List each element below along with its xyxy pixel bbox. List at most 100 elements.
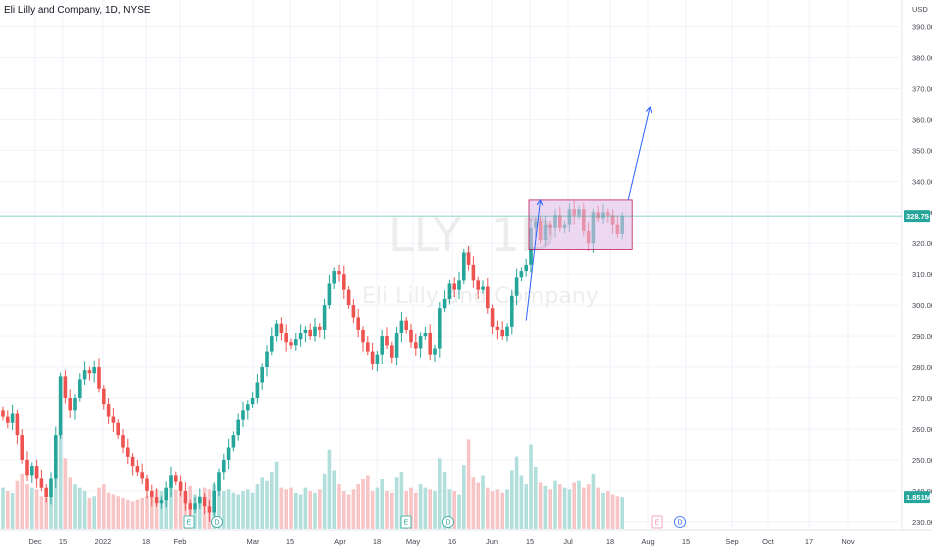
earnings-marker xyxy=(400,515,412,529)
price-scale[interactable]: 230.00240.00250.00260.00270.00280.00290.… xyxy=(0,0,932,530)
candle-body xyxy=(183,490,188,504)
candle-body xyxy=(246,404,250,411)
candle-body xyxy=(87,370,92,374)
candle-body xyxy=(198,497,202,504)
volume-bar xyxy=(68,477,72,529)
candle-body xyxy=(438,308,442,349)
volume-bar xyxy=(111,494,116,529)
dividend-marker-label: D xyxy=(445,520,450,527)
volume-bar xyxy=(63,458,68,529)
volume-bar xyxy=(370,491,375,529)
volume-bar xyxy=(30,487,34,529)
candle-body xyxy=(361,329,365,343)
volume-bar xyxy=(6,491,10,529)
candle-body xyxy=(289,342,293,346)
volume-bar xyxy=(270,472,274,529)
volume-bar xyxy=(222,491,226,529)
candle-body xyxy=(490,308,495,327)
candle-body xyxy=(140,472,144,479)
candle-body xyxy=(356,317,360,330)
time-tick-label: Mar xyxy=(247,537,260,546)
candle-body xyxy=(102,388,106,405)
candle-body xyxy=(20,435,24,460)
volume-bar xyxy=(198,496,202,529)
volume-bar xyxy=(414,492,418,529)
time-axis[interactable]: Dec 15 2022 18 Feb Mar 15 Apr 18 May 16 Jun 15 Jul 18 A… xyxy=(0,515,932,546)
volume-bar xyxy=(279,487,284,529)
candle-body xyxy=(126,447,130,457)
candle-body xyxy=(159,500,164,504)
volume-bar xyxy=(366,475,370,529)
volume-bar xyxy=(308,491,312,529)
volume-bar xyxy=(126,499,130,529)
volume-bar xyxy=(361,479,365,529)
volume-bar xyxy=(495,489,500,529)
volume-tag xyxy=(904,491,930,504)
candle-body xyxy=(97,367,101,389)
candle-body xyxy=(471,264,476,281)
volume-bar xyxy=(342,491,346,529)
volume-bar xyxy=(433,491,437,529)
candle-body xyxy=(366,342,370,352)
candle-body xyxy=(1,410,5,417)
volume-bar xyxy=(34,489,39,529)
pattern-annotations[interactable] xyxy=(525,106,653,321)
volume-bar xyxy=(577,480,581,529)
price-tick-label: 250.00 xyxy=(912,456,932,465)
volume-bar xyxy=(567,489,572,529)
candle-body xyxy=(68,398,72,411)
price-tick-label: 350.00 xyxy=(912,146,932,155)
earnings-marker xyxy=(651,515,663,529)
volume-bar xyxy=(606,491,610,529)
volume-bars xyxy=(1,429,624,529)
volume-bar xyxy=(466,439,471,529)
candle-body xyxy=(226,447,231,460)
volume-bar xyxy=(390,492,394,529)
time-tick-label: 15 xyxy=(59,537,67,546)
volume-bar xyxy=(418,484,423,529)
volume-bar xyxy=(476,482,480,529)
candle-body xyxy=(6,416,10,423)
price-tick-label: 320.00 xyxy=(912,239,932,248)
candle-body xyxy=(270,336,274,352)
price-tick-label: 370.00 xyxy=(912,84,932,93)
candle-body xyxy=(207,506,212,513)
volume-bar xyxy=(447,489,452,529)
volume-bar xyxy=(519,475,524,529)
time-tick-label: Dec xyxy=(28,537,42,546)
candle-body xyxy=(385,336,389,346)
price-tick-label: 310.00 xyxy=(912,270,932,279)
dividend-marker xyxy=(442,516,454,528)
volume-bar xyxy=(130,501,135,529)
volume-bar xyxy=(15,480,20,529)
volume-bar xyxy=(236,494,240,529)
trend-arrow-line xyxy=(627,106,651,201)
volume-bar xyxy=(510,470,514,529)
candle-body xyxy=(284,333,288,343)
dividend-marker xyxy=(211,516,223,528)
volume-bar xyxy=(562,487,567,529)
volume-bar xyxy=(298,494,303,529)
volume-bar xyxy=(58,429,63,529)
volume-bar xyxy=(332,470,336,529)
candle-body xyxy=(145,478,149,491)
candle-body xyxy=(409,329,413,343)
trend-arrow-head xyxy=(645,106,653,113)
candle-body xyxy=(169,475,173,488)
price-tick-label: 270.00 xyxy=(912,394,932,403)
candle-body xyxy=(524,264,528,272)
candle-body xyxy=(423,333,428,337)
earnings-marker-label: E xyxy=(655,520,660,527)
volume-bar xyxy=(553,480,557,529)
volume-bar xyxy=(337,484,341,529)
candle-body xyxy=(500,329,504,337)
volume-bar xyxy=(150,492,154,529)
candle-body xyxy=(313,326,317,337)
candle-body xyxy=(15,413,20,436)
volume-bar xyxy=(399,472,404,529)
candle-body xyxy=(399,320,404,333)
candle-body xyxy=(135,466,140,473)
candle-body xyxy=(298,333,303,340)
price-tick-label: 260.00 xyxy=(912,425,932,434)
